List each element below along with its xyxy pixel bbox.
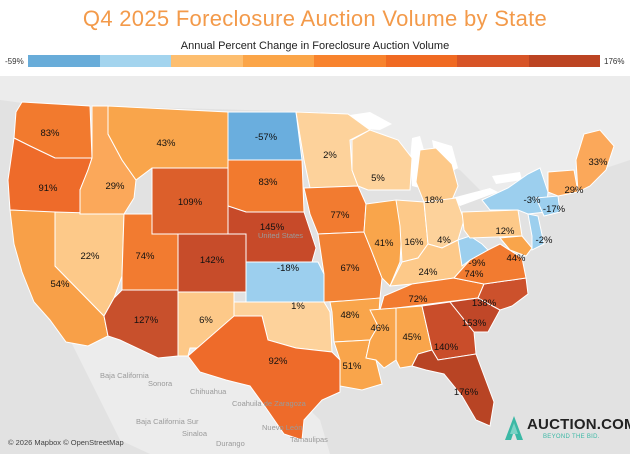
geo-label-baja-california: Baja California: [100, 371, 150, 380]
state-value-label-me: 33%: [588, 157, 608, 168]
legend-swatch: [99, 55, 171, 67]
geo-label-baja-california-sur: Baja California Sur: [136, 417, 199, 426]
state-fl[interactable]: [411, 349, 495, 427]
state-sc[interactable]: [449, 297, 501, 333]
legend-swatch: [171, 55, 243, 67]
auction-logo-mark-icon: [505, 416, 523, 440]
state-value-label-ca: 54%: [50, 279, 70, 290]
state-value-label-wi: 5%: [371, 173, 385, 184]
state-value-label-ga: 140%: [434, 342, 459, 353]
state-value-label-vt: 29%: [564, 185, 584, 196]
state-ct[interactable]: [535, 195, 561, 217]
legend-swatch: [457, 55, 529, 67]
geo-label-tamaulipas: Tamaulipas: [290, 435, 328, 444]
state-me[interactable]: [575, 129, 615, 193]
state-value-label-al: 45%: [402, 332, 422, 343]
state-value-label-sd: 83%: [258, 177, 278, 188]
legend-swatch: [385, 55, 457, 67]
state-value-label-ms: 46%: [370, 323, 390, 334]
state-value-label-az: 127%: [134, 315, 159, 326]
geo-label-durango: Durango: [216, 439, 245, 448]
state-mi[interactable]: [415, 147, 459, 203]
legend-swatch: [28, 55, 100, 67]
legend-title: Annual Percent Change in Foreclosure Auc…: [180, 40, 450, 52]
state-value-label-ky: 24%: [418, 267, 438, 278]
state-value-label-nj: -2%: [536, 235, 553, 246]
map-canvas: 83% 91% 54% 22% 29% 43% 109% 74% 127% 142% 6% -57% 8…: [0, 76, 630, 454]
state-value-label-tn: 72%: [408, 294, 428, 305]
state-tx[interactable]: [187, 315, 341, 441]
geo-label-chihuahua: Chihuahua: [190, 387, 227, 396]
state-value-label-fl: 176%: [454, 387, 479, 398]
auction-com-logo[interactable]: AUCTION.COM BEYOND THE BID.: [503, 414, 630, 448]
map-credit: © 2026 Mapbox © OpenStreetMap: [8, 438, 124, 447]
legend-swatch: [528, 55, 600, 67]
state-value-label-ks: -18%: [277, 263, 300, 274]
geo-label-sinaloa: Sinaloa: [182, 429, 208, 438]
state-value-label-mi: 18%: [424, 195, 444, 206]
base-map-labels: Baja California Sonora Chihuahua Baja Ca…: [100, 231, 328, 448]
state-value-label-va: 74%: [464, 269, 484, 280]
legend-max-label: 176%: [604, 57, 625, 66]
geo-label-united-states: United States: [258, 231, 303, 240]
logo-wordmark: AUCTION.COM: [527, 416, 630, 433]
map-title: Q4 2025 Foreclosure Auction Volume by St…: [82, 6, 548, 31]
geo-label-coahuila: Coahuila de Zaragoza: [232, 399, 307, 408]
state-value-label-nc: 138%: [472, 298, 497, 309]
state-value-label-ar: 48%: [340, 310, 360, 321]
state-value-label-ny: -3%: [524, 195, 541, 206]
state-value-label-id: 29%: [105, 181, 125, 192]
state-value-label-nd: -57%: [255, 132, 278, 143]
state-value-label-ia: 77%: [330, 210, 350, 221]
state-value-label-mn: 2%: [323, 150, 337, 161]
state-nj[interactable]: [527, 213, 545, 251]
state-value-label-nm: 6%: [199, 315, 213, 326]
state-vt[interactable]: [547, 169, 579, 197]
state-value-label-la: 51%: [342, 361, 362, 372]
state-value-label-tx: 92%: [268, 356, 288, 367]
state-wi[interactable]: [351, 129, 413, 191]
state-value-label-nv: 22%: [80, 251, 100, 262]
lake-erie: [452, 188, 498, 206]
logo-tagline: BEYOND THE BID.: [543, 434, 600, 440]
geo-label-sonora: Sonora: [148, 379, 173, 388]
lake-ontario: [492, 172, 522, 184]
state-value-label-il: 41%: [374, 238, 394, 249]
state-value-label-oh: 4%: [437, 235, 451, 246]
geo-label-nuevo-leon: Nuevo León: [262, 423, 302, 432]
state-value-label-pa: 12%: [495, 226, 515, 237]
state-value-label-md: 44%: [506, 253, 526, 264]
state-value-label-wy: 109%: [178, 197, 203, 208]
state-value-label-mo: 67%: [340, 263, 360, 274]
color-legend-bar: [28, 55, 600, 67]
state-value-label-ct: -17%: [543, 204, 566, 215]
state-value-label-wa: 83%: [40, 128, 60, 139]
canada-landmass: [0, 76, 630, 200]
legend-swatch: [314, 55, 386, 67]
legend-swatch: [242, 55, 314, 67]
state-value-label-ut: 74%: [135, 251, 155, 262]
state-value-label-ok: 1%: [291, 301, 305, 312]
state-md[interactable]: [499, 235, 533, 257]
state-value-label-ne: 145%: [260, 222, 285, 233]
state-value-label-wv: -9%: [469, 258, 486, 269]
us-choropleth-map[interactable]: 83% 91% 54% 22% 29% 43% 109% 74% 127% 142% 6% -57% 8…: [0, 76, 630, 454]
legend-min-label: -59%: [5, 57, 24, 66]
state-value-label-sc: 153%: [462, 318, 487, 329]
state-value-label-in: 16%: [404, 237, 424, 248]
state-value-label-or: 91%: [38, 183, 58, 194]
state-value-label-co: 142%: [200, 255, 225, 266]
state-value-label-mt: 43%: [156, 138, 176, 149]
